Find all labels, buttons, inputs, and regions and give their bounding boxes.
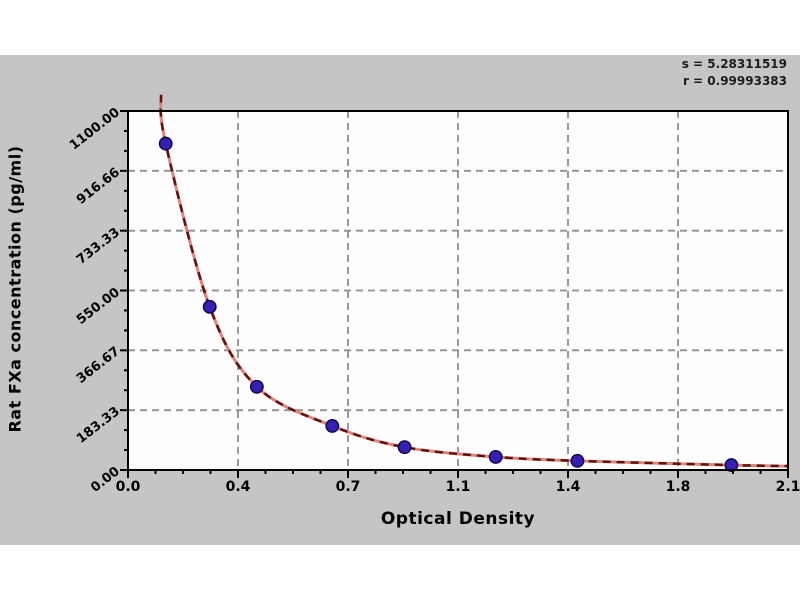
data-point-marker [158,136,173,151]
fit-r-value: r = 0.99993383 [682,74,787,88]
data-point-marker [249,379,264,394]
data-point-marker [202,299,217,314]
x-tick-label: 1.4 [555,479,581,495]
x-axis-title: Optical Density [380,509,536,529]
data-point-marker [724,458,739,473]
fit-s-value: s = 5.28311519 [681,57,787,71]
y-axis-title: Rat FXa concentration (pg/ml) [5,145,25,433]
x-tick-label: 1.8 [665,479,691,495]
x-tick-label: 0.4 [225,479,251,495]
x-tick-label: 2.1 [775,479,800,495]
x-tick-label: 0.0 [115,479,141,495]
fit-statistics: s = 5.28311519 r = 0.99993383 [682,56,787,90]
data-point-marker [488,449,503,464]
x-tick-label: 1.1 [445,479,471,495]
x-tick-label: 0.7 [335,479,361,495]
data-point-marker [570,453,585,468]
chart-panel: 0.0 0.4 0.7 1.1 1.4 1.8 2.1 0.00 183.33 366.67 550… [0,55,800,545]
data-point-marker [397,440,412,455]
standard-curve-plot [120,94,789,478]
data-point-marker [325,418,340,433]
fitted-curve-dash [159,94,789,468]
